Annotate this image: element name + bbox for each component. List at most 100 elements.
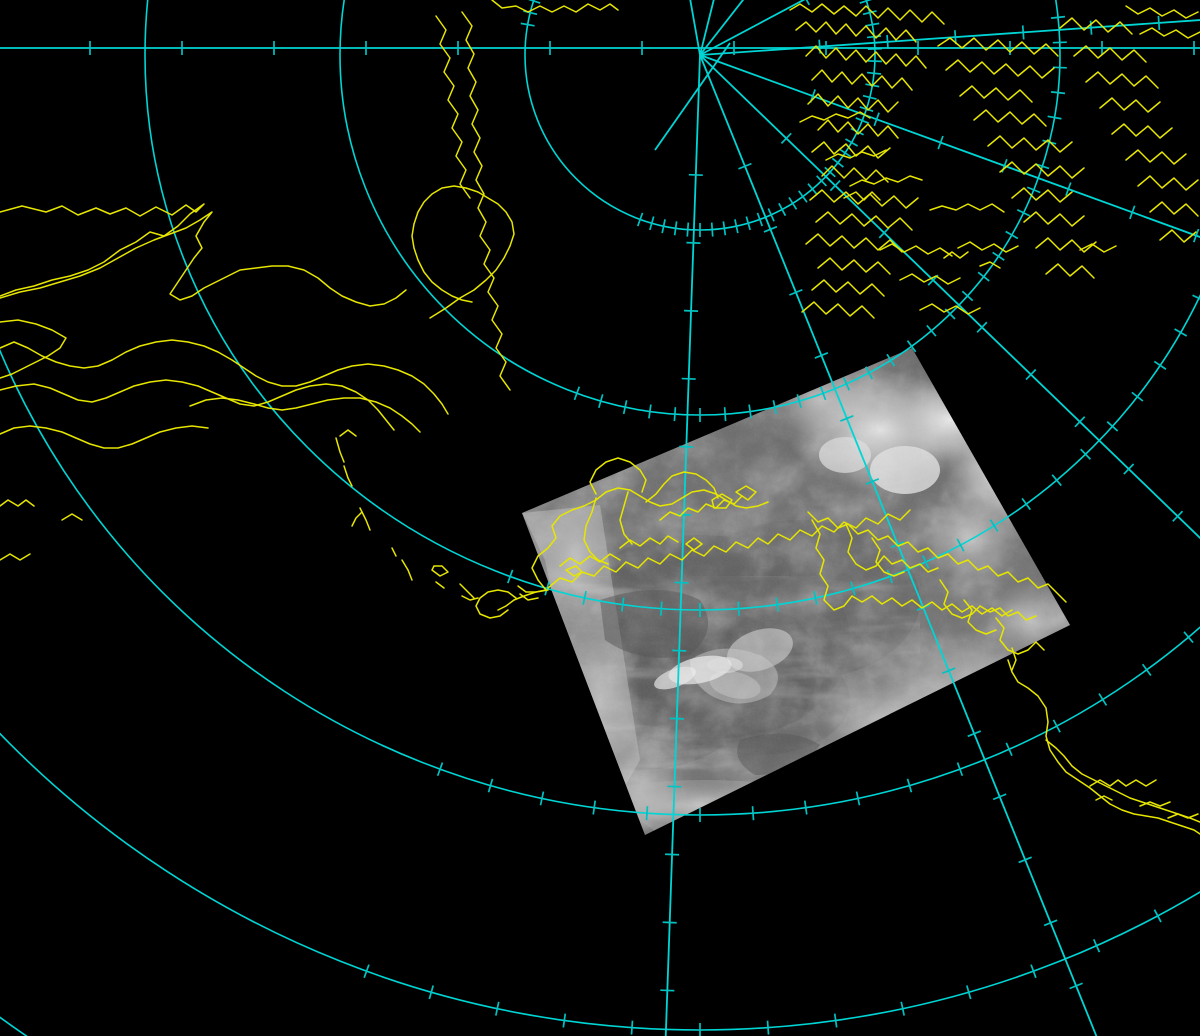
meridian-tick — [1192, 228, 1200, 243]
parallel-tick — [737, 601, 741, 616]
parallel-tick — [788, 197, 798, 210]
parallel-tick — [865, 22, 880, 27]
meridian-tick — [1129, 205, 1136, 220]
parallel-tick — [686, 222, 690, 237]
parallel-tick — [961, 290, 974, 302]
parallel-tick — [428, 985, 435, 1000]
parallel-tick — [798, 190, 808, 203]
parallel-tick — [1153, 360, 1167, 370]
parallel-tick — [1050, 15, 1066, 19]
meridian-tick — [865, 478, 880, 485]
parallel-tick — [864, 366, 874, 380]
meridian-tick — [829, 179, 841, 192]
parallel-tick — [630, 1020, 634, 1035]
meridian-tick — [992, 793, 1007, 801]
parallel-tick — [494, 1001, 500, 1016]
parallel-tick — [620, 597, 625, 612]
meridian-tick — [840, 415, 854, 422]
parallel-tick — [1106, 421, 1119, 432]
parallel-tick — [661, 219, 666, 234]
meridian-tick — [1021, 25, 1025, 40]
parallel-tick — [734, 219, 739, 234]
parallel-tick — [862, 10, 877, 16]
parallel-tick — [1026, 186, 1041, 194]
parallel-tick — [645, 806, 649, 821]
parallel-tick — [756, 212, 764, 227]
parallel-tick — [1035, 163, 1050, 170]
parallel-tick — [767, 208, 775, 222]
parallel-tick — [622, 400, 628, 415]
parallel-tick — [673, 221, 678, 236]
parallel-tick — [723, 407, 727, 422]
parallel-tick — [582, 590, 587, 605]
parallel-tick — [520, 22, 535, 27]
parallel-tick — [1050, 91, 1066, 95]
parallel-tick — [436, 762, 444, 777]
parallel-tick — [1080, 448, 1092, 460]
parallel-tick — [527, 0, 541, 4]
meridian-tick — [1018, 856, 1032, 864]
parallel-tick — [544, 581, 550, 596]
meridian-tick — [890, 541, 905, 548]
meridian-line-9 — [699, 54, 1098, 1036]
parallel-tick — [816, 175, 828, 187]
meridian-tick — [976, 321, 988, 333]
parallel-tick — [965, 985, 972, 1000]
parallel-tick — [636, 212, 644, 227]
meridian-tick — [937, 135, 944, 150]
parallel-tick — [886, 353, 896, 367]
parallel-tick — [775, 597, 780, 612]
parallel-tick — [855, 117, 870, 124]
parallel-tick — [850, 581, 856, 596]
parallel-tick — [562, 1013, 567, 1028]
parallel-tick — [592, 800, 597, 815]
parallel-tick — [796, 394, 802, 409]
parallel-tick — [1192, 294, 1200, 300]
meridian-tick — [1123, 463, 1135, 475]
parallel-tick — [803, 800, 808, 815]
parallel-tick — [1021, 497, 1032, 511]
meridian-tick — [1065, 182, 1072, 196]
parallel-tick — [850, 127, 864, 136]
meridian-tick — [941, 667, 956, 675]
parallel-tick — [831, 157, 844, 168]
parallel-tick — [807, 183, 818, 195]
parallel-tick — [1030, 964, 1037, 979]
parallel-tick — [539, 791, 545, 806]
parallel-tick — [1141, 663, 1152, 677]
parallel-tick — [859, 0, 873, 4]
parallel-tick — [1005, 230, 1019, 240]
parallel-tick — [956, 538, 965, 552]
parallel-tick — [900, 1001, 906, 1016]
meridian-line-10 — [664, 54, 701, 1036]
meridian-line-7 — [699, 54, 1200, 238]
parallel-tick — [772, 400, 778, 415]
meridian-tick — [1157, 15, 1161, 30]
parallel-tick — [813, 590, 818, 605]
parallel-tick — [673, 407, 677, 422]
meridian-tick — [886, 34, 889, 49]
meridian-line-8 — [699, 54, 1200, 540]
parallel-tick — [956, 762, 964, 777]
meridian-tick — [1025, 368, 1037, 381]
parallel-tick — [363, 964, 370, 979]
parallel-tick — [573, 386, 581, 401]
meridian-tick — [967, 730, 982, 738]
meridian-tick — [1172, 510, 1184, 522]
parallel-tick — [1098, 693, 1108, 706]
parallel-tick — [838, 148, 852, 158]
meridian-tick — [1069, 982, 1083, 990]
parallel-tick — [926, 324, 937, 337]
parallel-tick — [598, 394, 604, 409]
parallel-tick — [1005, 742, 1013, 757]
parallel-tick — [659, 601, 663, 616]
parallel-tick — [1051, 474, 1062, 487]
meridian-tick — [805, 0, 810, 6]
meridian-tick — [1043, 919, 1058, 927]
parallel-tick — [722, 221, 727, 236]
meridian-line-6 — [699, 19, 1200, 56]
